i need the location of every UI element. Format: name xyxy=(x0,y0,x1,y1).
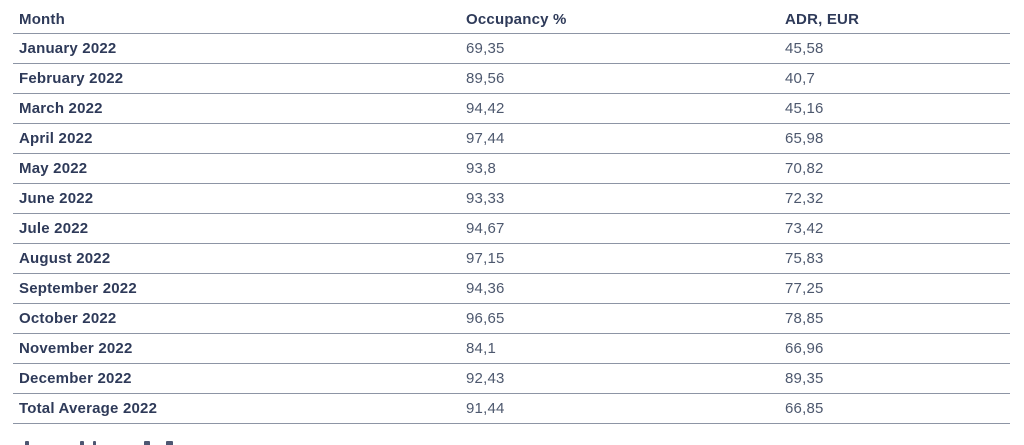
adr-cell: 45,58 xyxy=(785,40,824,57)
adr-cell: 89,35 xyxy=(785,370,824,387)
adr-cell: 70,82 xyxy=(785,160,824,177)
table-row: August 2022 97,15 75,83 xyxy=(13,244,1010,274)
table-row: Jule 2022 94,67 73,42 xyxy=(13,214,1010,244)
month-cell: November 2022 xyxy=(19,340,133,357)
table-row: January 2022 69,35 45,58 xyxy=(13,34,1010,64)
month-cell: February 2022 xyxy=(19,70,124,87)
table-row: December 2022 92,43 89,35 xyxy=(13,364,1010,394)
clipped-glyph-top xyxy=(166,441,173,445)
occupancy-adr-table: Month Occupancy % ADR, EUR January 2022 … xyxy=(13,5,1010,424)
adr-cell: 77,25 xyxy=(785,280,824,297)
table-body: January 2022 69,35 45,58 February 2022 8… xyxy=(13,34,1010,424)
column-header-month: Month xyxy=(19,10,65,28)
month-cell: August 2022 xyxy=(19,250,111,267)
occupancy-cell: 69,35 xyxy=(466,40,505,57)
adr-cell: 72,32 xyxy=(785,190,824,207)
adr-cell: 66,85 xyxy=(785,400,824,417)
occupancy-cell: 94,36 xyxy=(466,280,505,297)
occupancy-cell: 93,33 xyxy=(466,190,505,207)
month-cell: January 2022 xyxy=(19,40,117,57)
clipped-glyph-top xyxy=(25,441,29,445)
occupancy-cell: 91,44 xyxy=(466,400,505,417)
table-row: June 2022 93,33 72,32 xyxy=(13,184,1010,214)
adr-cell: 78,85 xyxy=(785,310,824,327)
occupancy-cell: 94,42 xyxy=(466,100,505,117)
adr-cell: 73,42 xyxy=(785,220,824,237)
table-row: Total Average 2022 91,44 66,85 xyxy=(13,394,1010,424)
occupancy-cell: 97,15 xyxy=(466,250,505,267)
table-row: September 2022 94,36 77,25 xyxy=(13,274,1010,304)
adr-cell: 40,7 xyxy=(785,70,815,87)
month-cell: Jule 2022 xyxy=(19,220,89,237)
table-row: February 2022 89,56 40,7 xyxy=(13,64,1010,94)
month-cell: June 2022 xyxy=(19,190,94,207)
occupancy-cell: 97,44 xyxy=(466,130,505,147)
table-row: March 2022 94,42 45,16 xyxy=(13,94,1010,124)
column-header-occupancy: Occupancy % xyxy=(466,10,567,28)
clipped-glyph-top xyxy=(144,441,150,445)
month-cell: Total Average 2022 xyxy=(19,400,158,417)
clipped-glyph-top xyxy=(80,441,84,445)
month-cell: April 2022 xyxy=(19,130,93,147)
occupancy-cell: 92,43 xyxy=(466,370,505,387)
month-cell: May 2022 xyxy=(19,160,88,177)
table-row: April 2022 97,44 65,98 xyxy=(13,124,1010,154)
month-cell: October 2022 xyxy=(19,310,117,327)
month-cell: September 2022 xyxy=(19,280,137,297)
adr-cell: 75,83 xyxy=(785,250,824,267)
occupancy-cell: 84,1 xyxy=(466,340,496,357)
adr-cell: 66,96 xyxy=(785,340,824,357)
month-cell: March 2022 xyxy=(19,100,103,117)
table-row: October 2022 96,65 78,85 xyxy=(13,304,1010,334)
clipped-text-fragments xyxy=(0,441,250,445)
occupancy-cell: 93,8 xyxy=(466,160,496,177)
table-header-row: Month Occupancy % ADR, EUR xyxy=(13,5,1010,34)
adr-cell: 45,16 xyxy=(785,100,824,117)
occupancy-cell: 89,56 xyxy=(466,70,505,87)
clipped-glyph-top xyxy=(93,441,96,445)
table-row: May 2022 93,8 70,82 xyxy=(13,154,1010,184)
adr-cell: 65,98 xyxy=(785,130,824,147)
column-header-adr: ADR, EUR xyxy=(785,10,860,28)
table-row: November 2022 84,1 66,96 xyxy=(13,334,1010,364)
month-cell: December 2022 xyxy=(19,370,132,387)
occupancy-cell: 94,67 xyxy=(466,220,505,237)
occupancy-cell: 96,65 xyxy=(466,310,505,327)
